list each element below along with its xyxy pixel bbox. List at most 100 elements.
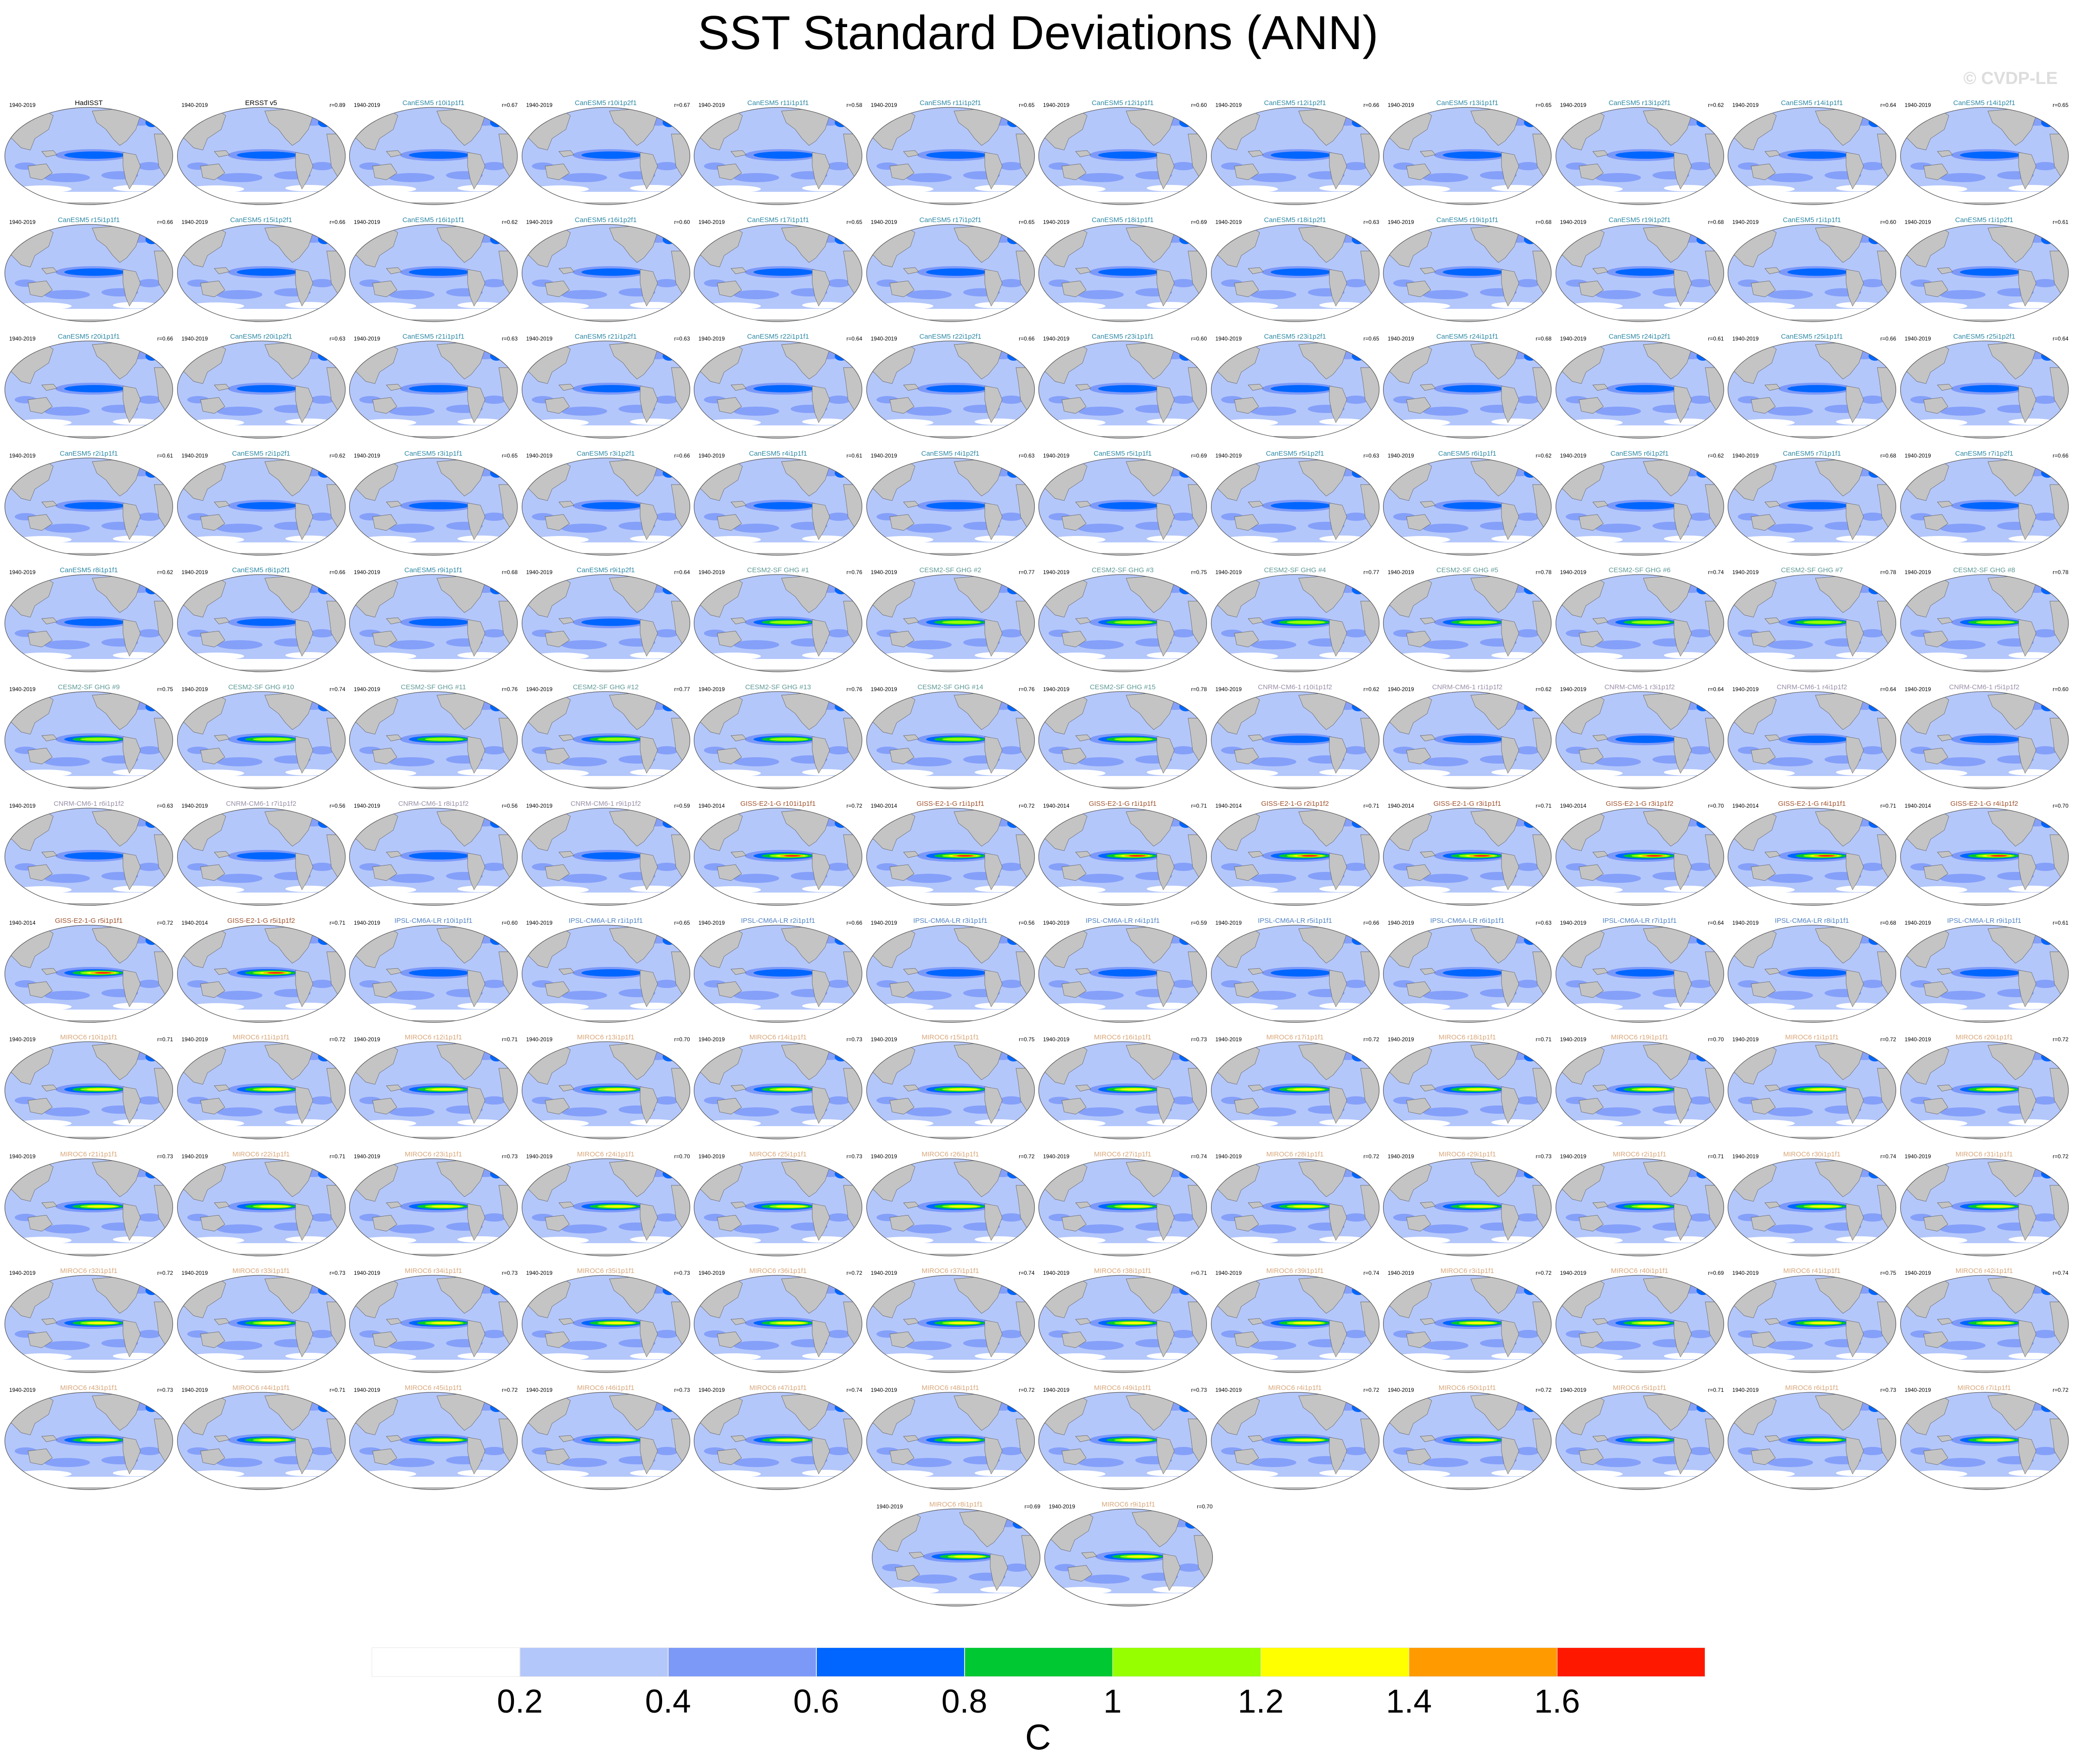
panel-title: CanESM5 r6i1p2f1 — [1610, 449, 1669, 458]
panel-pattern-correlation: r=0.70 — [674, 1153, 690, 1160]
sst-map — [1383, 457, 1552, 556]
sst-map — [521, 691, 690, 789]
map-panel: 1940-2019 MIROC6 r34i1p1f1 r=0.73 — [347, 1265, 519, 1380]
map-panel: 1940-2019 MIROC6 r8i1p1f1 r=0.69 — [870, 1499, 1042, 1613]
sst-map — [1211, 808, 1379, 906]
panel-period: 1940-2014 — [1215, 803, 1242, 809]
map-panel: 1940-2019 CESM2-SF GHG #12 r=0.77 — [520, 681, 692, 796]
panel-period: 1940-2019 — [871, 1386, 897, 1393]
sst-map — [349, 1391, 518, 1490]
chart-title: SST Standard Deviations (ANN) — [698, 6, 1378, 60]
panel-title: IPSL-CM6A-LR r4i1p1f1 — [1085, 916, 1160, 925]
panel-title: CanESM5 r16i1p2f1 — [575, 216, 637, 224]
panel-pattern-correlation: r=0.61 — [2053, 919, 2069, 926]
sst-map — [1555, 223, 1724, 322]
sst-map — [349, 691, 518, 789]
colorbar-box — [1557, 1647, 1706, 1677]
map-panel: 1940-2019 MIROC6 r25i1p1f1 r=0.73 — [692, 1149, 864, 1263]
panel-title: CanESM5 r3i1p1f1 — [404, 449, 463, 458]
panel-pattern-correlation: r=0.65 — [1019, 218, 1035, 225]
panel-period: 1940-2019 — [526, 919, 552, 926]
panel-title: CanESM5 r13i1p1f1 — [1436, 99, 1499, 107]
panel-title: MIROC6 r41i1p1f1 — [1783, 1267, 1841, 1275]
panel-pattern-correlation: r=0.78 — [1535, 569, 1551, 575]
panel-pattern-correlation: r=0.75 — [1191, 569, 1207, 575]
panel-title: CanESM5 r12i1p1f1 — [1091, 99, 1154, 107]
panel-title: MIROC6 r19i1p1f1 — [1611, 1033, 1669, 1041]
panel-title: CanESM5 r14i1p1f1 — [1780, 99, 1843, 107]
sst-map — [521, 457, 690, 556]
panel-title: MIROC6 r12i1p1f1 — [404, 1033, 463, 1041]
map-panel: 1940-2019 CESM2-SF GHG #11 r=0.76 — [347, 681, 519, 796]
sst-map — [349, 223, 518, 322]
map-panel: 1940-2019 MIROC6 r16i1p1f1 r=0.73 — [1037, 1032, 1209, 1146]
panel-period: 1940-2019 — [698, 102, 725, 108]
map-panel: 1940-2019 CNRM-CM6-1 r8i1p1f2 r=0.56 — [347, 798, 519, 913]
panel-pattern-correlation: r=0.61 — [846, 452, 862, 459]
map-panel: 1940-2019 MIROC6 r29i1p1f1 r=0.73 — [1381, 1149, 1553, 1263]
sst-map — [1383, 1041, 1552, 1139]
map-panel: 1940-2019 MIROC6 r37i1p1f1 r=0.74 — [865, 1265, 1037, 1380]
sst-map — [4, 457, 173, 556]
panel-title: CanESM5 r20i1p1f1 — [57, 333, 120, 341]
sst-map — [177, 924, 346, 1023]
map-panel: 1940-2019 CanESM5 r2i1p1f1 r=0.61 — [3, 448, 175, 563]
map-panel: 1940-2019 CanESM5 r23i1p2f1 r=0.65 — [1209, 331, 1381, 446]
map-panel: 1940-2019 MIROC6 r15i1p1f1 r=0.75 — [865, 1032, 1037, 1146]
map-panel: 1940-2019 CESM2-SF GHG #7 r=0.78 — [1726, 564, 1898, 679]
panel-period: 1940-2019 — [354, 1153, 380, 1160]
map-panel: 1940-2019 CNRM-CM6-1 r9i1p1f2 r=0.59 — [520, 798, 692, 913]
panel-period: 1940-2019 — [1732, 102, 1759, 108]
colorbar-box — [816, 1647, 965, 1677]
colorbar-tick-label: 1 — [1103, 1683, 1122, 1720]
panel-period: 1940-2019 — [1388, 686, 1414, 692]
panel-pattern-correlation: r=0.76 — [502, 686, 518, 692]
panel-pattern-correlation: r=0.71 — [157, 1036, 173, 1043]
sst-map — [521, 1041, 690, 1139]
map-panel: 1940-2019 CESM2-SF GHG #4 r=0.77 — [1209, 564, 1381, 679]
sst-map — [521, 924, 690, 1023]
panel-period: 1940-2019 — [526, 686, 552, 692]
panel-pattern-correlation: r=0.63 — [1363, 452, 1379, 459]
sst-map — [693, 691, 863, 789]
panel-title: MIROC6 r46i1p1f1 — [577, 1384, 635, 1392]
map-panel: 1940-2019 CanESM5 r11i1p2f1 r=0.65 — [865, 97, 1037, 212]
sst-map — [1038, 223, 1207, 322]
panel-title: HadISST — [75, 99, 103, 107]
panel-pattern-correlation: r=0.72 — [2053, 1386, 2069, 1393]
panel-title: CESM2-SF GHG #1 — [747, 566, 809, 574]
sst-map — [1038, 107, 1207, 205]
panel-pattern-correlation: r=0.62 — [502, 218, 518, 225]
panel-period: 1940-2019 — [698, 1036, 725, 1043]
sst-map — [1900, 574, 2069, 672]
panel-pattern-correlation: r=0.74 — [1363, 1270, 1379, 1276]
panel-period: 1940-2019 — [1732, 919, 1759, 926]
panel-period: 1940-2014 — [1043, 803, 1070, 809]
panel-period: 1940-2019 — [871, 919, 897, 926]
panel-pattern-correlation: r=0.65 — [502, 452, 518, 459]
panel-title: CanESM5 r2i1p2f1 — [232, 449, 290, 458]
colorbar-box — [1409, 1647, 1557, 1677]
map-panel: 1940-2019 CanESM5 r1i1p1f1 r=0.60 — [1726, 214, 1898, 329]
panel-pattern-correlation: r=0.71 — [1191, 1270, 1207, 1276]
panel-pattern-correlation: r=0.73 — [846, 1153, 862, 1160]
map-panel: 1940-2019 CESM2-SF GHG #1 r=0.76 — [692, 564, 864, 679]
panel-title: CanESM5 r17i1p1f1 — [747, 216, 809, 224]
map-panel: 1940-2019 MIROC6 r22i1p1f1 r=0.71 — [175, 1149, 347, 1263]
panel-pattern-correlation: r=0.72 — [1535, 1270, 1551, 1276]
panel-period: 1940-2019 — [1043, 569, 1070, 575]
map-panel: 1940-2019 MIROC6 r24i1p1f1 r=0.70 — [520, 1149, 692, 1263]
panel-title: CanESM5 r13i1p2f1 — [1608, 99, 1671, 107]
map-panel: 1940-2019 CanESM5 r16i1p1f1 r=0.62 — [347, 214, 519, 329]
map-panel: 1940-2019 CESM2-SF GHG #5 r=0.78 — [1381, 564, 1553, 679]
map-panel: 1940-2019 CanESM5 r20i1p2f1 r=0.63 — [175, 331, 347, 446]
colorbar-box — [519, 1647, 669, 1677]
sst-map — [871, 1508, 1041, 1607]
panel-period: 1940-2019 — [9, 335, 36, 342]
sst-map — [1383, 1275, 1552, 1373]
sst-map — [866, 1041, 1035, 1139]
sst-map — [693, 574, 863, 672]
sst-map — [177, 107, 346, 205]
panel-pattern-correlation: r=0.74 — [1708, 569, 1724, 575]
map-panel: 1940-2019 IPSL-CM6A-LR r5i1p1f1 r=0.66 — [1209, 915, 1381, 1030]
